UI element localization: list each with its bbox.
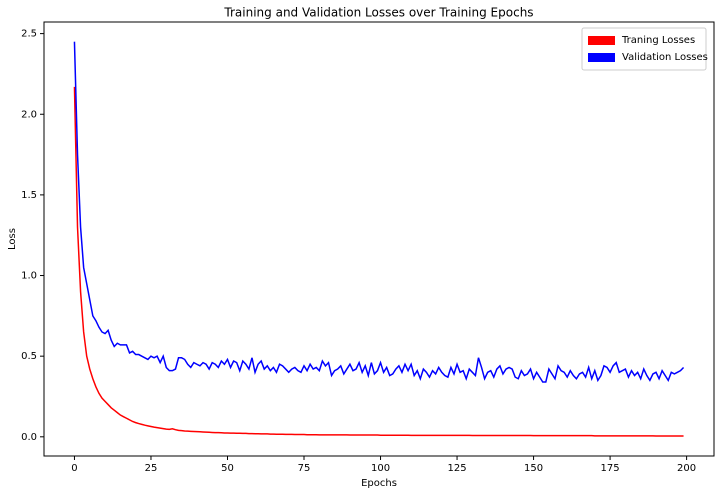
x-axis-label: Epochs — [361, 478, 397, 489]
chart-title: Training and Validation Losses over Trai… — [223, 6, 533, 20]
y-tick-label: 2.0 — [21, 109, 37, 120]
y-tick-label: 1.0 — [21, 271, 37, 282]
y-tick-label: 0.0 — [21, 432, 37, 443]
x-tick-label: 0 — [71, 463, 77, 474]
plot-frame — [43, 21, 715, 457]
x-tick-label: 25 — [145, 463, 158, 474]
y-tick-label: 1.5 — [21, 190, 37, 201]
x-tick-label: 100 — [371, 463, 390, 474]
x-tick-label: 50 — [221, 463, 234, 474]
legend-label: Traning Losses — [621, 35, 695, 46]
x-tick-label: 75 — [298, 463, 311, 474]
y-tick-label: 0.5 — [21, 351, 37, 362]
y-tick-label: 2.5 — [21, 29, 37, 40]
x-tick-label: 150 — [524, 463, 543, 474]
legend-swatch — [588, 36, 615, 45]
legend-swatch — [588, 53, 615, 62]
legend-label: Validation Losses — [622, 52, 708, 63]
x-tick-label: 200 — [677, 463, 696, 474]
series-line — [73, 41, 685, 383]
x-tick-label: 175 — [601, 463, 620, 474]
series-line — [73, 86, 684, 437]
y-axis-label: Loss — [7, 228, 18, 250]
x-tick-label: 125 — [448, 463, 467, 474]
